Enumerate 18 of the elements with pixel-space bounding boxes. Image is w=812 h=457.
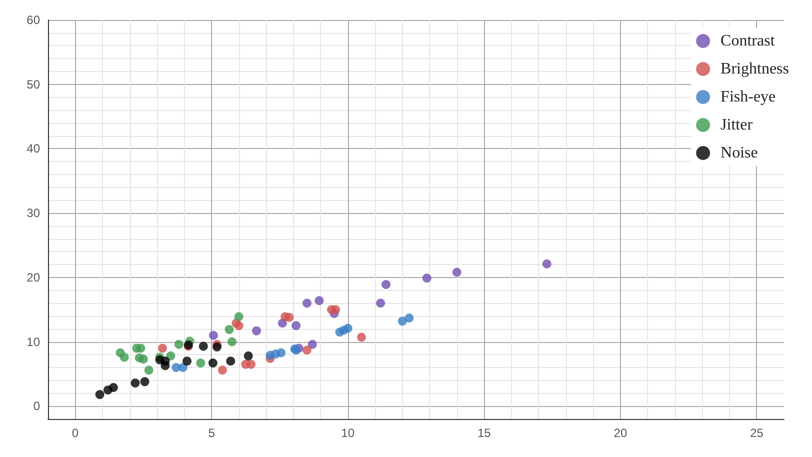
y-tick-label: 30 — [26, 206, 40, 220]
legend-label: Noise — [720, 144, 758, 162]
x-tick-label: 15 — [477, 426, 492, 440]
y-tick-label: 40 — [26, 142, 40, 156]
x-tick-label: 20 — [614, 426, 628, 440]
y-tick-label: 50 — [26, 77, 40, 92]
legend-label: Contrast — [720, 32, 776, 50]
legend-label: Jitter — [720, 116, 754, 134]
x-tick-label: 5 — [208, 426, 216, 440]
y-tick-label: 10 — [26, 334, 40, 349]
x-tick-label: 10 — [341, 426, 355, 440]
y-tick-label: 20 — [26, 270, 40, 284]
legend-label: Fish-eye — [720, 88, 776, 106]
y-tick-label: 60 — [26, 13, 40, 27]
y-tick-label: 0 — [33, 399, 40, 414]
x-tick-label: 0 — [72, 426, 79, 440]
x-tick-label: 25 — [750, 426, 764, 440]
legend-label: Brightness — [720, 60, 790, 78]
